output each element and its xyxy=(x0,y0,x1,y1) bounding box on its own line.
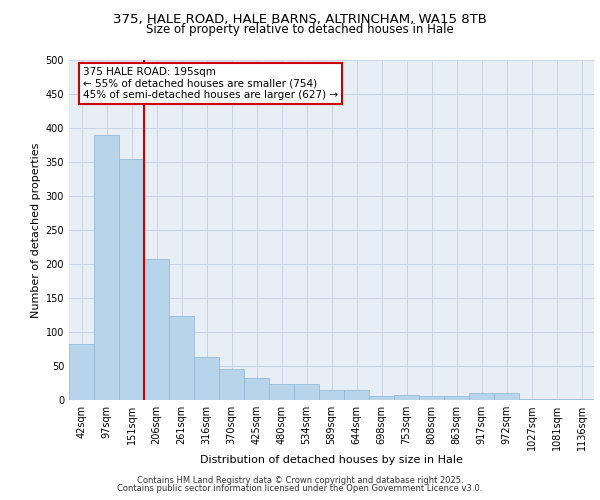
Bar xyxy=(94,135,119,400)
Bar xyxy=(319,390,344,400)
Text: Contains public sector information licensed under the Open Government Licence v3: Contains public sector information licen… xyxy=(118,484,482,493)
Bar xyxy=(519,398,544,400)
Bar xyxy=(194,357,219,400)
Bar xyxy=(69,344,94,400)
Bar xyxy=(494,393,519,400)
Text: Contains HM Land Registry data © Crown copyright and database right 2025.: Contains HM Land Registry data © Crown c… xyxy=(137,476,463,485)
Y-axis label: Number of detached properties: Number of detached properties xyxy=(31,142,41,318)
Bar xyxy=(244,378,269,400)
Bar xyxy=(419,396,444,400)
Bar xyxy=(169,316,194,400)
Bar xyxy=(144,259,169,400)
Text: 375, HALE ROAD, HALE BARNS, ALTRINCHAM, WA15 8TB: 375, HALE ROAD, HALE BARNS, ALTRINCHAM, … xyxy=(113,12,487,26)
Bar xyxy=(469,393,494,400)
Text: 375 HALE ROAD: 195sqm
← 55% of detached houses are smaller (754)
45% of semi-det: 375 HALE ROAD: 195sqm ← 55% of detached … xyxy=(83,67,338,100)
Bar xyxy=(369,396,394,400)
Bar xyxy=(294,384,319,400)
Bar xyxy=(444,396,469,400)
Bar xyxy=(119,158,144,400)
Bar xyxy=(344,390,369,400)
Bar xyxy=(394,394,419,400)
Text: Size of property relative to detached houses in Hale: Size of property relative to detached ho… xyxy=(146,22,454,36)
Bar xyxy=(269,384,294,400)
X-axis label: Distribution of detached houses by size in Hale: Distribution of detached houses by size … xyxy=(200,454,463,464)
Bar xyxy=(219,368,244,400)
